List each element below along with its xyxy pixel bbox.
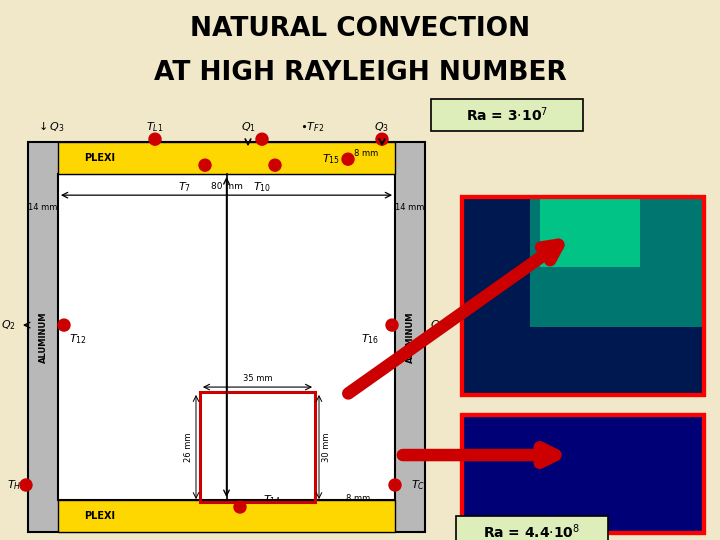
Text: 26 mm: 26 mm [184,433,193,462]
FancyBboxPatch shape [431,99,583,131]
Bar [58,174,395,500]
Text: PLEXI: PLEXI [84,153,115,163]
Text: $T_{L1}$: $T_{L1}$ [146,120,163,134]
Text: $T_{15}$: $T_{15}$ [322,152,340,166]
Text: PLEXI: PLEXI [84,511,115,521]
Circle shape [58,319,70,331]
Text: NATURAL CONVECTION: NATURAL CONVECTION [190,16,530,42]
Bar [58,500,395,532]
Text: 8 mm: 8 mm [354,148,378,158]
Text: $T_{12}$: $T_{12}$ [69,332,87,346]
Bar [462,415,704,533]
Bar [540,197,640,267]
Text: $Q_2$: $Q_2$ [430,318,444,332]
Circle shape [342,153,354,165]
Circle shape [20,479,32,491]
Bar [462,415,704,533]
Text: $T_{14}$: $T_{14}$ [263,493,281,507]
Bar [58,142,395,174]
Text: $\downarrow Q_3$: $\downarrow Q_3$ [366,539,395,540]
Bar [462,197,704,395]
Text: $Q_1$: $Q_1$ [240,120,256,134]
Text: $T_{10}$: $T_{10}$ [253,180,271,194]
Text: $Q_3$: $Q_3$ [374,120,390,134]
Circle shape [386,319,398,331]
Text: 30 mm: 30 mm [322,433,331,462]
Text: Ra = 3$\cdot$10$^7$: Ra = 3$\cdot$10$^7$ [466,106,548,125]
Text: Ra = 4.4$\cdot$10$^8$: Ra = 4.4$\cdot$10$^8$ [483,523,580,540]
FancyBboxPatch shape [456,516,608,540]
Text: $\downarrow Q_3$: $\downarrow Q_3$ [36,119,64,134]
Text: 35 mm: 35 mm [243,374,272,383]
Text: 14 mm: 14 mm [395,202,425,212]
Text: 8 mm: 8 mm [346,494,370,503]
Text: $T_7$: $T_7$ [179,180,192,194]
Circle shape [256,133,268,145]
Text: $T_H$: $T_H$ [6,478,21,492]
Text: $T_C$: $T_C$ [411,478,425,492]
Circle shape [199,159,211,171]
Text: $\downarrow Q_0$: $\downarrow Q_0$ [53,539,82,540]
Text: 14 mm: 14 mm [28,202,58,212]
Text: AT HIGH RAYLEIGH NUMBER: AT HIGH RAYLEIGH NUMBER [153,60,567,86]
Circle shape [376,133,388,145]
Text: $T_{16}$: $T_{16}$ [361,332,379,346]
Bar [462,415,704,533]
Bar [462,197,704,395]
Bar [28,142,425,532]
Text: ALUMINUM: ALUMINUM [38,312,48,363]
Text: $Q_2$: $Q_2$ [1,318,15,332]
Text: 80 mm: 80 mm [210,182,243,191]
Circle shape [389,479,401,491]
Bar [530,197,704,327]
Bar [200,392,315,502]
Text: $\downarrow Q_1$: $\downarrow Q_1$ [206,539,234,540]
Circle shape [234,501,246,513]
Circle shape [149,133,161,145]
Text: $\bullet T_{F2}$: $\bullet T_{F2}$ [300,120,325,134]
Circle shape [269,159,281,171]
Text: ALUMINUM: ALUMINUM [405,312,415,363]
